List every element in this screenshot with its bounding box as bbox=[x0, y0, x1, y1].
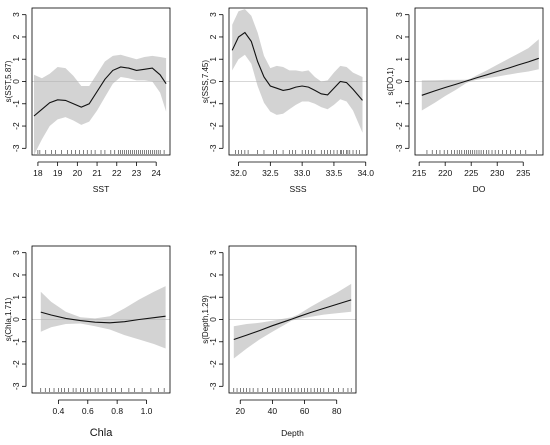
y-tick-label: 2 bbox=[208, 272, 218, 277]
y-tick-label: -2 bbox=[11, 360, 21, 368]
x-tick-label: 22 bbox=[112, 168, 122, 178]
y-tick-label: -3 bbox=[394, 144, 404, 152]
y-tick-label: -1 bbox=[11, 100, 21, 108]
y-tick-label: -1 bbox=[208, 338, 218, 346]
y-axis-label: s(Chla,1.71) bbox=[4, 297, 13, 341]
smooth-curve bbox=[33, 66, 167, 117]
y-axis-label: s(SST,5.87) bbox=[4, 60, 13, 102]
y-tick-label: -3 bbox=[11, 382, 21, 390]
x-tick-label: 80 bbox=[332, 406, 342, 416]
x-tick-label: 235 bbox=[516, 168, 530, 178]
y-axis-label: s(Depth,1.29) bbox=[201, 295, 210, 344]
x-tick-label: 60 bbox=[300, 406, 310, 416]
x-tick-label: 18 bbox=[33, 168, 43, 178]
y-tick-label: 3 bbox=[208, 250, 218, 255]
y-tick-label: 1 bbox=[11, 295, 21, 300]
x-tick-label: 40 bbox=[268, 406, 278, 416]
plot-frame bbox=[228, 245, 357, 394]
y-tick-label: 3 bbox=[11, 250, 21, 255]
smooth-curve bbox=[421, 57, 539, 96]
x-tick-label: 23 bbox=[132, 168, 142, 178]
plot-frame bbox=[31, 245, 171, 394]
y-tick-label: 2 bbox=[208, 34, 218, 39]
y-tick-label: -2 bbox=[208, 122, 218, 130]
y-tick-label: 1 bbox=[208, 295, 218, 300]
y-tick-label: 1 bbox=[208, 57, 218, 62]
rug bbox=[426, 150, 537, 154]
y-tick-label: 2 bbox=[11, 34, 21, 39]
y-tick-label: -3 bbox=[208, 144, 218, 152]
y-axis-label: s(DO,1) bbox=[386, 67, 395, 95]
rug bbox=[40, 388, 165, 392]
x-tick-label: 20 bbox=[73, 168, 83, 178]
y-tick-label: 3 bbox=[394, 12, 404, 17]
y-tick-label: -3 bbox=[11, 144, 21, 152]
x-axis-label: SSS bbox=[289, 184, 306, 194]
x-tick-label: 230 bbox=[490, 168, 504, 178]
y-axis-label: s(SSS,7.45) bbox=[201, 60, 210, 103]
y-tick-label: 0 bbox=[208, 317, 218, 322]
rug bbox=[235, 150, 360, 154]
rug bbox=[37, 150, 165, 154]
y-tick-label: -1 bbox=[394, 100, 404, 108]
x-tick-label: 215 bbox=[412, 168, 426, 178]
x-tick-label: 32.5 bbox=[262, 168, 279, 178]
plot-frame bbox=[228, 7, 368, 156]
x-axis-label: Chla bbox=[90, 427, 114, 439]
y-tick-label: -1 bbox=[11, 338, 21, 346]
x-tick-label: 225 bbox=[464, 168, 478, 178]
y-tick-label: 3 bbox=[208, 12, 218, 17]
y-tick-label: -1 bbox=[208, 100, 218, 108]
x-tick-label: 20 bbox=[236, 406, 246, 416]
smooth-curve bbox=[231, 31, 363, 101]
x-tick-label: 33.5 bbox=[326, 168, 343, 178]
confidence-band bbox=[232, 9, 363, 133]
x-axis-label: SST bbox=[93, 184, 110, 194]
y-tick-label: -2 bbox=[394, 122, 404, 130]
y-tick-label: 0 bbox=[208, 79, 218, 84]
y-tick-label: 0 bbox=[11, 317, 21, 322]
plot-panel-depth: 20 40 60 80 -3 -2 -1 0 1 2 3 Depth s(Depth,1.29) bbox=[201, 245, 357, 438]
x-tick-label: 1.0 bbox=[141, 406, 153, 416]
x-tick-label: 220 bbox=[438, 168, 452, 178]
y-tick-label: -2 bbox=[11, 122, 21, 130]
rug bbox=[233, 388, 352, 392]
y-tick-label: 1 bbox=[11, 57, 21, 62]
y-tick-label: 2 bbox=[394, 34, 404, 39]
y-tick-label: 0 bbox=[11, 79, 21, 84]
y-tick-label: 3 bbox=[11, 12, 21, 17]
smooth-curve bbox=[40, 311, 166, 324]
y-tick-label: 1 bbox=[394, 57, 404, 62]
plot-panel-chla: 0.4 0.6 0.8 1.0 -3 -2 -1 0 1 2 3 Chla s(Chla,1.71) bbox=[4, 245, 171, 439]
x-tick-label: 0.6 bbox=[82, 406, 94, 416]
x-tick-label: 24 bbox=[151, 168, 161, 178]
y-tick-label: -3 bbox=[208, 382, 218, 390]
x-tick-label: 0.4 bbox=[53, 406, 65, 416]
smooth-curve bbox=[233, 299, 352, 341]
confidence-band bbox=[34, 54, 167, 155]
x-axis-label: DO bbox=[473, 184, 486, 194]
plot-frame bbox=[31, 7, 171, 156]
y-tick-label: 2 bbox=[11, 272, 21, 277]
confidence-band bbox=[40, 286, 166, 349]
x-tick-label: 34.0 bbox=[357, 168, 374, 178]
x-tick-label: 19 bbox=[53, 168, 63, 178]
x-axis-label: Depth bbox=[281, 428, 304, 438]
x-tick-label: 0.8 bbox=[111, 406, 123, 416]
y-tick-label: -2 bbox=[208, 360, 218, 368]
x-tick-label: 32.0 bbox=[230, 168, 247, 178]
y-tick-label: 0 bbox=[394, 79, 404, 84]
plot-panel-sss: 32.0 32.5 33.0 33.5 34.0 -3 -2 -1 0 1 2 3 SSS s(SSS,7… bbox=[201, 7, 374, 194]
plot-frame bbox=[414, 7, 544, 156]
x-tick-label: 21 bbox=[92, 168, 102, 178]
confidence-band bbox=[233, 283, 352, 359]
plot-panel-do: 215 220 225 230 235 -3 -2 -1 0 1 2 3 DO s(DO,1) bbox=[386, 7, 544, 194]
confidence-band bbox=[421, 39, 539, 111]
x-tick-label: 33.0 bbox=[294, 168, 311, 178]
